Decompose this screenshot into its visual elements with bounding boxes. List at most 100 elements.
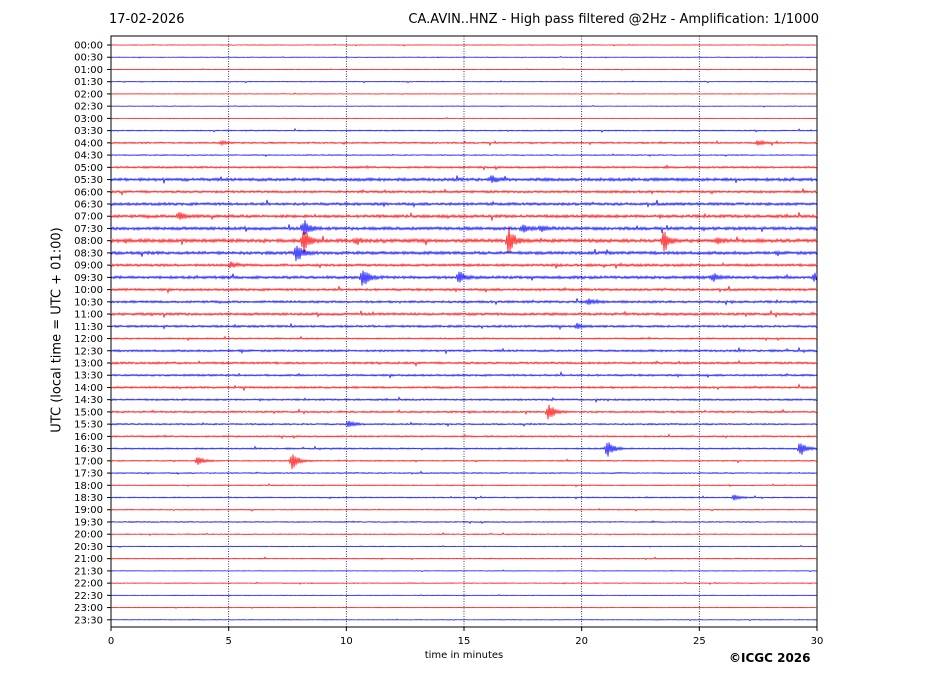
y-tick-label: 02:30 — [74, 102, 103, 113]
trace-line-0400 — [110, 139, 818, 147]
y-axis-label: UTC (local time = UTC + 01:00) — [49, 227, 65, 433]
x-tick-label: 25 — [693, 636, 706, 647]
y-tick-label: 05:00 — [74, 163, 103, 174]
trace-line-2200 — [110, 581, 818, 585]
trace-line-1730 — [110, 470, 818, 475]
chart-title: CA.AVIN..HNZ - High pass filtered @2Hz -… — [408, 12, 819, 27]
y-tick-label: 10:00 — [74, 285, 103, 296]
y-tick-label: 13:30 — [74, 371, 103, 382]
y-tick-label: 23:30 — [74, 615, 103, 626]
y-tick-label: 18:00 — [74, 481, 103, 492]
trace-line-1130 — [110, 322, 818, 331]
y-tick-label: 14:00 — [74, 383, 103, 394]
trace-line-0800 — [110, 226, 818, 253]
trace-line-1100 — [110, 310, 818, 319]
trace-line-2230 — [110, 594, 818, 597]
trace-line-1930 — [110, 520, 818, 525]
y-tick-label: 18:30 — [74, 493, 103, 504]
y-tick-label: 01:00 — [74, 65, 103, 76]
y-tick-label: 20:00 — [74, 530, 103, 541]
trace-line-1600 — [110, 433, 818, 440]
date-label: 17-02-2026 — [109, 12, 185, 27]
y-tick-label: 20:30 — [74, 542, 103, 553]
trace-line-1430 — [110, 396, 818, 404]
y-tick-label: 02:00 — [74, 89, 103, 100]
y-tick-label: 15:30 — [74, 420, 103, 431]
trace-line-1000 — [110, 286, 818, 294]
trace-line-0230 — [110, 104, 818, 108]
x-tick-label: 5 — [225, 636, 231, 647]
y-tick-label: 05:30 — [74, 175, 103, 186]
y-tick-label: 15:00 — [74, 407, 103, 418]
trace-line-1030 — [110, 298, 818, 306]
y-tick-label: 11:30 — [74, 322, 103, 333]
trace-line-0130 — [110, 80, 818, 84]
trace-line-0830 — [110, 245, 818, 262]
y-tick-label: 06:00 — [74, 187, 103, 198]
y-tick-label: 21:30 — [74, 566, 103, 577]
y-tick-label: 08:00 — [74, 236, 103, 247]
y-tick-label: 07:30 — [74, 224, 103, 235]
y-tick-label: 09:00 — [74, 261, 103, 272]
trace-line-2300 — [110, 606, 818, 609]
trace-line-1900 — [110, 508, 818, 512]
y-tick-label: 08:30 — [74, 248, 103, 259]
y-tick-label: 00:00 — [74, 41, 103, 52]
copyright-label: ©ICGC 2026 — [729, 651, 811, 665]
trace-line-0700 — [110, 211, 818, 221]
trace-line-0300 — [110, 116, 818, 120]
x-tick-label: 10 — [340, 636, 353, 647]
y-tick-label: 19:00 — [74, 505, 103, 516]
y-tick-label: 07:00 — [74, 212, 103, 223]
trace-line-0100 — [110, 68, 818, 71]
x-tick-label: 15 — [458, 636, 471, 647]
trace-line-1330 — [110, 371, 818, 379]
trace-line-2030 — [110, 544, 818, 548]
trace-line-1500 — [110, 404, 818, 420]
trace-line-1230 — [110, 346, 818, 355]
trace-line-1400 — [110, 383, 818, 392]
trace-line-2000 — [110, 532, 818, 537]
y-tick-label: 11:00 — [74, 310, 103, 321]
trace-line-1700 — [110, 454, 818, 470]
trace-line-1630 — [110, 442, 818, 457]
trace-line-0200 — [110, 92, 818, 95]
trace-line-0600 — [110, 187, 818, 197]
y-tick-label: 17:00 — [74, 456, 103, 467]
trace-line-0430 — [110, 153, 818, 157]
trace-line-1800 — [110, 483, 818, 488]
y-tick-label: 01:30 — [74, 77, 103, 88]
y-tick-label: 14:30 — [74, 395, 103, 406]
y-tick-label: 06:30 — [74, 199, 103, 210]
y-tick-label: 16:00 — [74, 432, 103, 443]
trace-line-1300 — [110, 359, 818, 367]
y-tick-label: 10:30 — [74, 297, 103, 308]
y-tick-label: 22:00 — [74, 579, 103, 590]
y-tick-label: 16:30 — [74, 444, 103, 455]
y-tick-label: 04:30 — [74, 151, 103, 162]
y-tick-label: 00:30 — [74, 53, 103, 64]
trace-line-0330 — [110, 128, 818, 133]
trace-line-2330 — [110, 618, 818, 622]
trace-line-0900 — [110, 261, 818, 269]
trace-line-0500 — [110, 164, 818, 171]
x-tick-label: 0 — [108, 636, 114, 647]
trace-line-1830 — [110, 494, 818, 501]
y-tick-label: 13:00 — [74, 358, 103, 369]
trace-line-2100 — [110, 556, 818, 561]
y-tick-label: 09:30 — [74, 273, 103, 284]
trace-line-0000 — [110, 43, 818, 47]
trace-line-1200 — [110, 335, 818, 342]
trace-line-0530 — [110, 175, 818, 184]
trace-line-2130 — [110, 569, 818, 573]
trace-line-0630 — [110, 199, 818, 208]
y-tick-label: 22:30 — [74, 591, 103, 602]
y-tick-label: 19:30 — [74, 517, 103, 528]
trace-line-1530 — [110, 420, 818, 428]
trace-line-0030 — [110, 55, 818, 59]
y-tick-label: 12:00 — [74, 334, 103, 345]
x-axis-label: time in minutes — [424, 650, 504, 661]
x-tick-label: 20 — [575, 636, 588, 647]
y-tick-label: 04:00 — [74, 138, 103, 149]
y-tick-label: 03:30 — [74, 126, 103, 137]
